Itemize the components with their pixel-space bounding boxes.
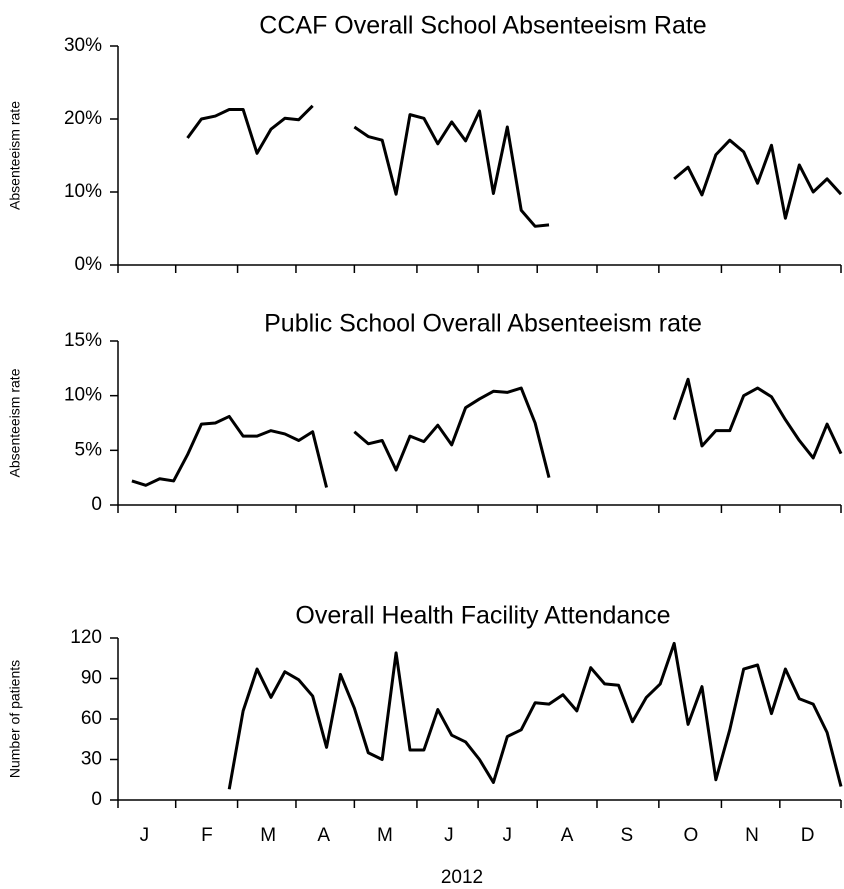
x-tick-label: O: [683, 825, 698, 846]
y-tick-label: 0: [91, 494, 102, 515]
x-tick-label: A: [317, 825, 330, 846]
chart-title: Public School Overall Absenteeism rate: [264, 310, 702, 338]
y-tick-label: 30%: [64, 35, 102, 56]
x-tick-label: N: [745, 825, 759, 846]
y-tick-label: 15%: [64, 330, 102, 351]
y-tick-label: 90: [81, 668, 102, 689]
line: [227, 641, 843, 790]
x-tick-label: J: [444, 825, 454, 846]
line: [186, 104, 843, 228]
x-tick-label: S: [621, 825, 634, 846]
y-tick-label: 5%: [75, 439, 103, 460]
y-tick-label: 60: [81, 708, 102, 729]
x-axis-label: 2012: [441, 867, 483, 888]
x-tick-label: D: [801, 825, 815, 846]
y-tick-label: 10%: [64, 181, 102, 202]
chart-title: Overall Health Facility Attendance: [295, 602, 670, 630]
line: [131, 377, 843, 488]
x-tick-label: J: [503, 825, 513, 846]
y-tick-label: 30: [81, 749, 102, 770]
y-axis-label: Absenteeism rate: [7, 368, 23, 477]
x-tick-label: M: [260, 825, 276, 846]
chart-title: CCAF Overall School Absenteeism Rate: [259, 12, 706, 40]
y-tick-label: 120: [70, 627, 102, 648]
x-tick-label: A: [561, 825, 574, 846]
y-axis-label: Number of patients: [7, 660, 23, 778]
x-tick-label: J: [140, 825, 150, 846]
y-axis-label: Absenteeism rate: [7, 101, 23, 210]
x-tick-label: F: [201, 825, 213, 846]
x-tick-label: M: [377, 825, 393, 846]
y-tick-label: 10%: [64, 385, 102, 406]
y-tick-label: 0%: [75, 254, 103, 275]
y-tick-label: 0: [91, 789, 102, 810]
y-tick-label: 20%: [64, 108, 102, 129]
